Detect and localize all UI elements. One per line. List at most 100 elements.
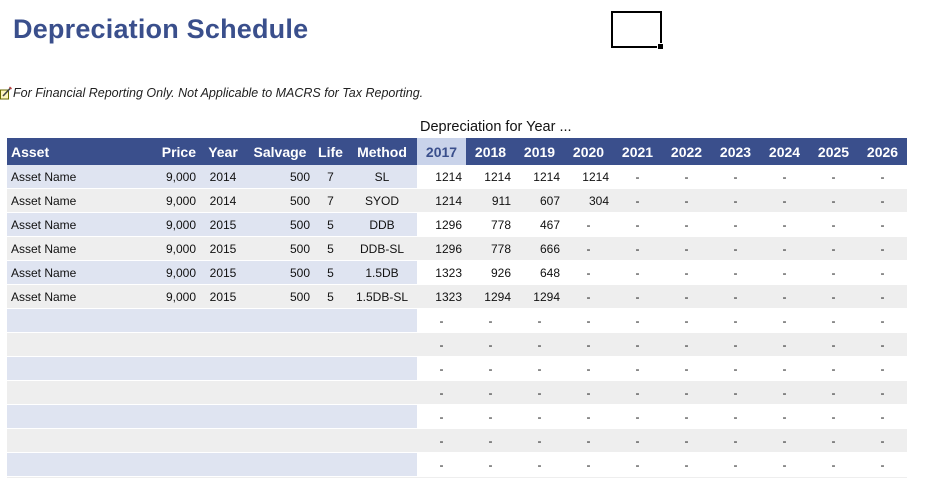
year-cell[interactable]: 2014: [200, 165, 246, 189]
year-cell[interactable]: 2015: [200, 212, 246, 237]
asset-name-cell[interactable]: [7, 308, 150, 333]
year-cell[interactable]: 2015: [200, 236, 246, 261]
depreciation-cell[interactable]: -: [711, 236, 760, 261]
life-cell[interactable]: [314, 428, 347, 453]
asset-name-cell[interactable]: Asset Name: [7, 284, 150, 309]
year-cell[interactable]: [200, 428, 246, 453]
depreciation-cell[interactable]: -: [711, 452, 760, 477]
salvage-cell[interactable]: 500: [246, 284, 314, 309]
header-year-col[interactable]: 2024: [760, 138, 809, 165]
price-cell[interactable]: [150, 380, 200, 405]
depreciation-cell[interactable]: -: [662, 212, 711, 237]
depreciation-cell[interactable]: -: [760, 236, 809, 261]
depreciation-cell[interactable]: -: [515, 452, 564, 477]
depreciation-cell[interactable]: -: [760, 212, 809, 237]
depreciation-cell[interactable]: -: [613, 380, 662, 405]
life-cell[interactable]: [314, 404, 347, 429]
depreciation-cell[interactable]: -: [662, 428, 711, 453]
depreciation-cell[interactable]: -: [515, 332, 564, 357]
asset-name-cell[interactable]: [7, 428, 150, 453]
method-cell[interactable]: [347, 476, 417, 478]
depreciation-cell[interactable]: -: [858, 308, 907, 333]
depreciation-cell[interactable]: -: [662, 404, 711, 429]
header-year-col[interactable]: 2019: [515, 138, 564, 165]
life-cell[interactable]: [314, 452, 347, 477]
method-cell[interactable]: [347, 452, 417, 477]
depreciation-cell[interactable]: -: [466, 356, 515, 381]
salvage-cell[interactable]: 500: [246, 165, 314, 189]
depreciation-cell[interactable]: -: [613, 356, 662, 381]
depreciation-cell[interactable]: -: [711, 332, 760, 357]
method-cell[interactable]: DDB-SL: [347, 236, 417, 261]
depreciation-cell[interactable]: -: [564, 260, 613, 285]
depreciation-cell[interactable]: -: [613, 476, 662, 478]
salvage-cell[interactable]: [246, 308, 314, 333]
depreciation-cell[interactable]: -: [809, 476, 858, 478]
header-life[interactable]: Life: [314, 138, 347, 165]
life-cell[interactable]: 7: [314, 188, 347, 213]
depreciation-cell[interactable]: -: [515, 476, 564, 478]
asset-name-cell[interactable]: [7, 380, 150, 405]
depreciation-cell[interactable]: -: [613, 188, 662, 213]
depreciation-cell[interactable]: -: [711, 308, 760, 333]
method-cell[interactable]: [347, 356, 417, 381]
depreciation-cell[interactable]: -: [466, 428, 515, 453]
depreciation-cell[interactable]: -: [613, 212, 662, 237]
depreciation-cell[interactable]: -: [662, 308, 711, 333]
depreciation-cell[interactable]: -: [613, 452, 662, 477]
depreciation-cell[interactable]: -: [760, 428, 809, 453]
header-year[interactable]: Year: [200, 138, 246, 165]
depreciation-cell[interactable]: -: [809, 188, 858, 213]
depreciation-cell[interactable]: -: [613, 332, 662, 357]
depreciation-cell[interactable]: -: [662, 188, 711, 213]
depreciation-cell[interactable]: -: [858, 404, 907, 429]
method-cell[interactable]: 1.5DB-SL: [347, 284, 417, 309]
depreciation-cell[interactable]: -: [466, 332, 515, 357]
depreciation-cell[interactable]: 1214: [466, 165, 515, 189]
depreciation-cell[interactable]: -: [760, 380, 809, 405]
depreciation-cell[interactable]: -: [711, 284, 760, 309]
life-cell[interactable]: 5: [314, 284, 347, 309]
depreciation-cell[interactable]: -: [858, 380, 907, 405]
selected-cell[interactable]: [611, 11, 664, 50]
depreciation-cell[interactable]: -: [858, 428, 907, 453]
asset-name-cell[interactable]: Asset Name: [7, 236, 150, 261]
asset-name-cell[interactable]: [7, 356, 150, 381]
depreciation-cell[interactable]: -: [564, 476, 613, 478]
method-cell[interactable]: 1.5DB: [347, 260, 417, 285]
salvage-cell[interactable]: 500: [246, 212, 314, 237]
salvage-cell[interactable]: 500: [246, 236, 314, 261]
depreciation-cell[interactable]: -: [711, 165, 760, 189]
depreciation-cell[interactable]: -: [564, 212, 613, 237]
depreciation-cell[interactable]: -: [613, 165, 662, 189]
asset-name-cell[interactable]: [7, 476, 150, 478]
depreciation-cell[interactable]: 1323: [417, 260, 466, 285]
depreciation-cell[interactable]: -: [564, 356, 613, 381]
header-year-col[interactable]: 2022: [662, 138, 711, 165]
depreciation-cell[interactable]: -: [613, 284, 662, 309]
life-cell[interactable]: [314, 380, 347, 405]
depreciation-cell[interactable]: -: [809, 308, 858, 333]
depreciation-cell[interactable]: -: [613, 236, 662, 261]
depreciation-cell[interactable]: -: [760, 452, 809, 477]
depreciation-cell[interactable]: -: [662, 452, 711, 477]
header-price[interactable]: Price: [150, 138, 200, 165]
year-cell[interactable]: 2015: [200, 260, 246, 285]
depreciation-cell[interactable]: 304: [564, 188, 613, 213]
life-cell[interactable]: [314, 332, 347, 357]
asset-name-cell[interactable]: Asset Name: [7, 260, 150, 285]
asset-name-cell[interactable]: Asset Name: [7, 165, 150, 189]
life-cell[interactable]: 5: [314, 212, 347, 237]
depreciation-cell[interactable]: -: [466, 476, 515, 478]
depreciation-cell[interactable]: -: [858, 452, 907, 477]
depreciation-cell[interactable]: -: [662, 356, 711, 381]
depreciation-cell[interactable]: -: [466, 452, 515, 477]
header-year-col[interactable]: 2017: [417, 138, 466, 165]
depreciation-cell[interactable]: 1214: [417, 165, 466, 189]
asset-name-cell[interactable]: Asset Name: [7, 188, 150, 213]
depreciation-cell[interactable]: 666: [515, 236, 564, 261]
depreciation-cell[interactable]: -: [858, 356, 907, 381]
depreciation-cell[interactable]: -: [809, 380, 858, 405]
depreciation-cell[interactable]: -: [809, 212, 858, 237]
depreciation-cell[interactable]: 1296: [417, 236, 466, 261]
